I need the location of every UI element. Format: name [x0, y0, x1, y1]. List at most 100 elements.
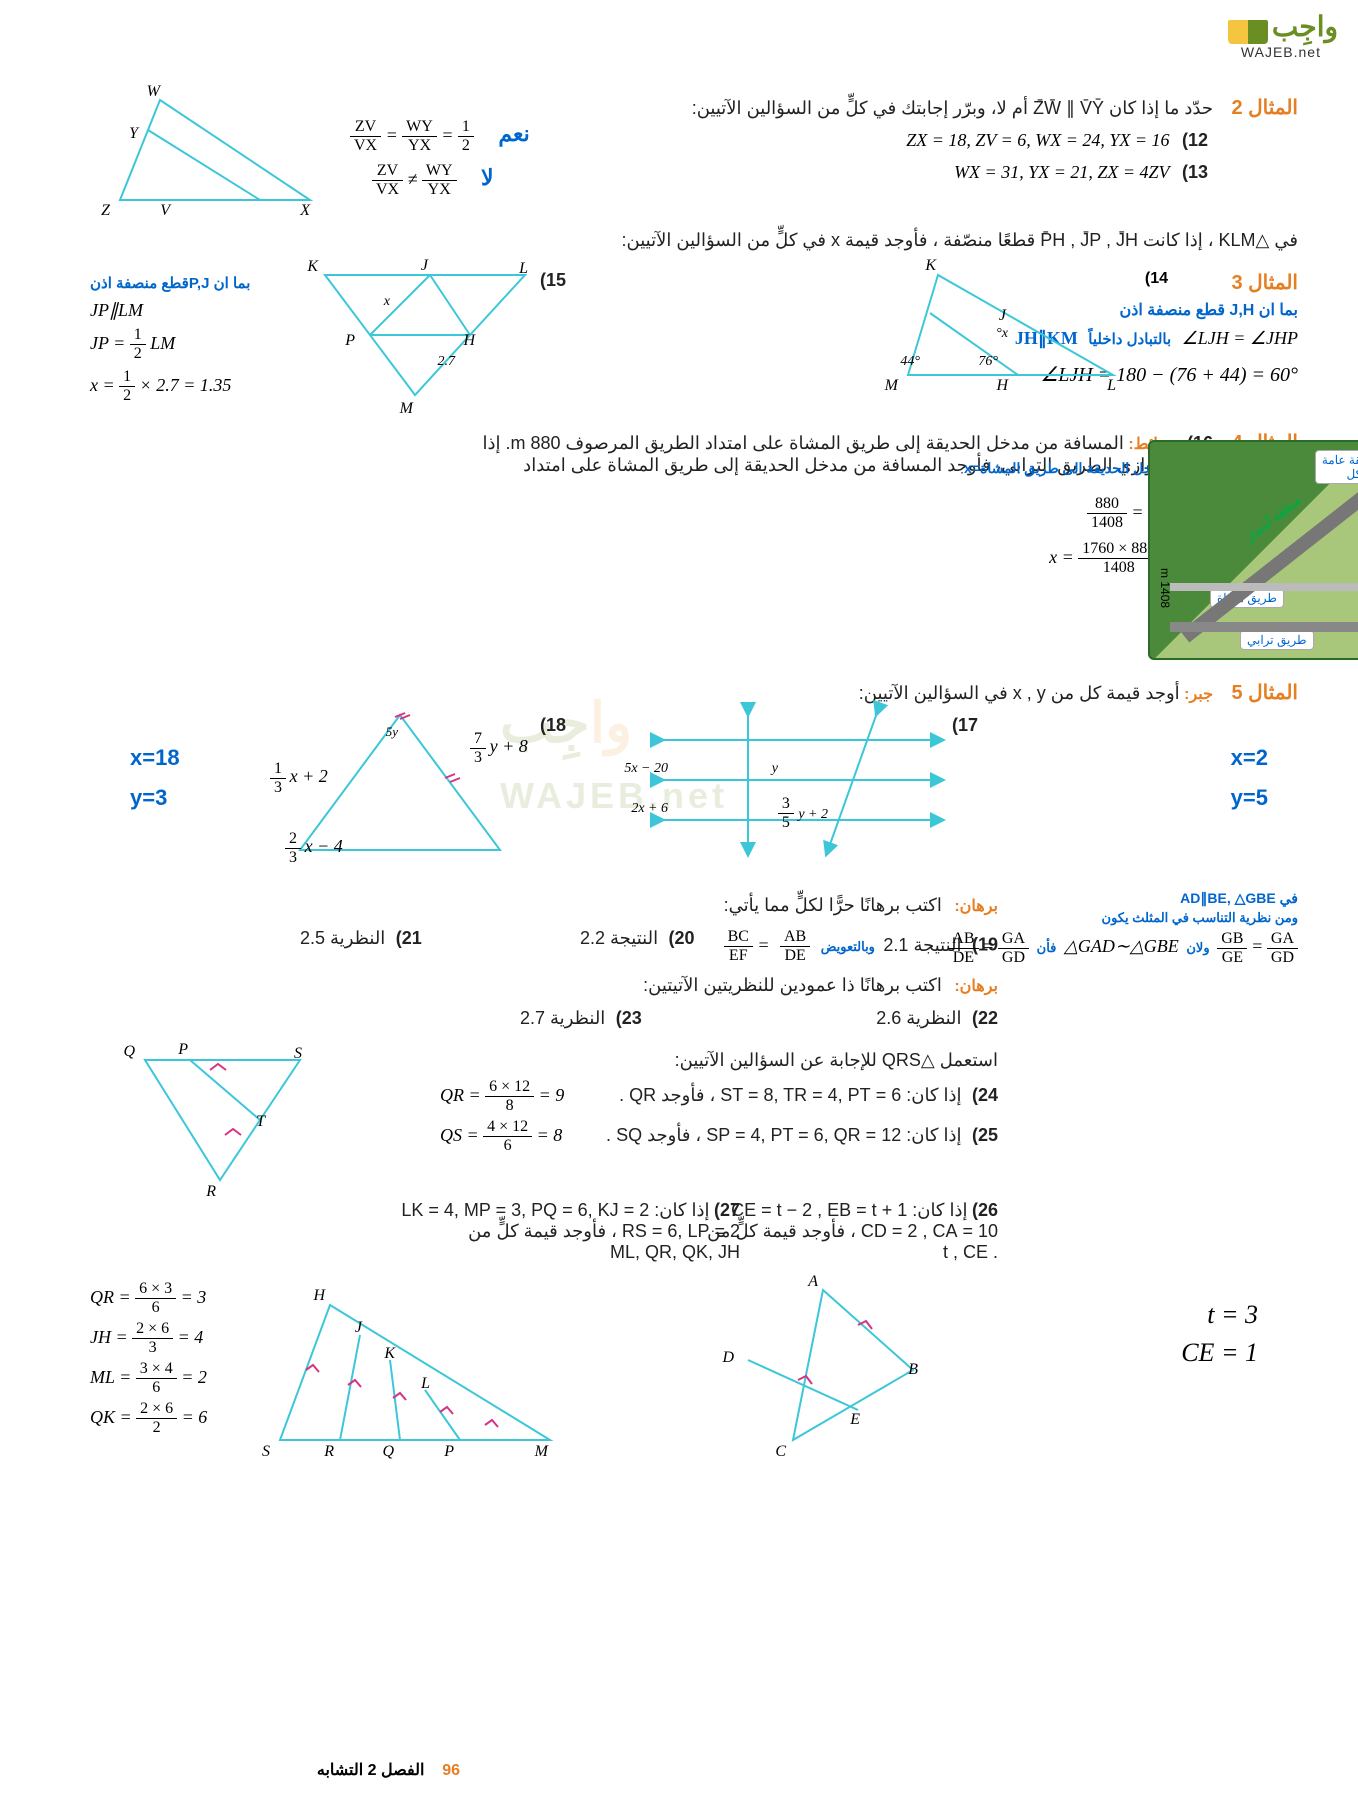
triangle-qrs: Q P S T R — [130, 1040, 330, 1190]
svg-text:J: J — [999, 307, 1007, 324]
svg-text:5y: 5y — [386, 724, 399, 739]
q19-sub: وبالتعويض — [821, 939, 875, 954]
q18-number: 18) — [540, 715, 566, 736]
svg-text:T: T — [256, 1113, 266, 1130]
q24-txt: إذا كان: 6 = ST = 8, TR = 4, PT ، فأوجد … — [619, 1085, 961, 1105]
q26-txt: إذا كان: 1 + CE = t − 2 , EB = t — [731, 1200, 967, 1220]
q17-number: 17) — [952, 715, 978, 736]
svg-text:Q: Q — [382, 1443, 394, 1460]
triangle-wzx: W Y Z V X — [110, 90, 330, 220]
svg-text:E: E — [849, 1411, 860, 1428]
proof1-side2: ومن نظرية التناسب في المثلث يكون — [1102, 910, 1298, 926]
svg-text:M: M — [399, 400, 415, 417]
svg-text:D: D — [721, 1349, 734, 1366]
example-2-prompt: حدّد ما إذا كان Z̄W̄ ∥ V̄Ȳ أم لا، وبرّر … — [692, 98, 1213, 118]
svg-text:Y: Y — [129, 125, 140, 142]
svg-text:M: M — [534, 1443, 550, 1460]
svg-text:K: K — [306, 258, 319, 275]
q20-num: 20) — [669, 928, 695, 948]
triangle-q26: A B C D E — [718, 1280, 928, 1460]
klm-prompt: في △KLM ، إذا كانت P̄H , J̄P , J̄H قطعًا… — [398, 230, 1298, 251]
qrs-prompt: استعمل △QRS للإجابة عن السؤالين الآتيين: — [675, 1050, 998, 1071]
q13-data: WX = 31, YX = 21, ZX = 4ZV — [954, 162, 1169, 183]
svg-text:J: J — [355, 1319, 363, 1336]
proof1-side1: في AD∥BE, △GBE — [1180, 890, 1298, 907]
svg-text:x°: x° — [996, 326, 1009, 341]
svg-text:L: L — [420, 1375, 430, 1392]
q27-txt: إذا كان: 2 = LK = 4, MP = 3, PQ = 6, KJ — [401, 1200, 709, 1220]
diagram-q17: 20 − 5x y 2x + 6 — [648, 700, 948, 860]
page-footer: 96 الفصل 2 التشابه — [60, 1760, 460, 1780]
svg-text:P: P — [344, 332, 355, 349]
q16-eq2l: x = — [1049, 547, 1074, 568]
page-number: 96 — [442, 1762, 460, 1779]
q24-num: 24) — [972, 1085, 998, 1105]
example-5-label: المثال 5 — [1231, 682, 1298, 704]
park-map: مدخل حديقة عامةمثلثية الشكل طريق مشاة طر… — [1148, 440, 1358, 660]
svg-text:C: C — [775, 1443, 786, 1460]
svg-text:Z: Z — [101, 202, 111, 219]
svg-text:A: A — [807, 1273, 818, 1290]
q14-line1-math: ∠LJH = ∠JHP — [1182, 328, 1298, 349]
q27-txt2: 2 = RS = 6, LP ، فأوجد قيمة كلٍّ من — [468, 1221, 740, 1241]
q20-txt: النتيجة 2.2 — [580, 928, 658, 948]
q26-txt3: . t , CE — [943, 1242, 998, 1262]
svg-text:B: B — [908, 1361, 918, 1378]
svg-text:R: R — [205, 1183, 216, 1200]
q27-num: 27) — [714, 1200, 740, 1220]
svg-text:L: L — [518, 260, 528, 277]
q15-number: 15) — [540, 270, 566, 291]
q23-num: 23) — [616, 1008, 642, 1028]
answer-yes: نعم — [498, 121, 529, 146]
q26-ans1: t = 3 — [1207, 1300, 1258, 1330]
svg-text:x: x — [383, 294, 391, 309]
eq-yes-frac2: WYYX — [402, 118, 437, 155]
q15-eq3l: x = — [90, 375, 115, 396]
q26-txt2: 10 = CD = 2 , CA ، فأوجد قيمة كلٍّ من — [707, 1221, 998, 1241]
svg-text:2.7: 2.7 — [438, 354, 457, 369]
q15-eq3r: × 2.7 = 1.35 — [140, 375, 232, 396]
svg-text:P: P — [443, 1443, 454, 1460]
svg-text:H: H — [312, 1287, 326, 1304]
q26-ans2: CE = 1 — [1181, 1338, 1258, 1368]
q12-number: 12) — [1182, 130, 1208, 150]
eq-no-frac2: WYYX — [422, 162, 457, 199]
q17-ans-y: y=5 — [1231, 785, 1268, 811]
svg-text:S: S — [294, 1045, 302, 1062]
svg-text:V: V — [160, 202, 172, 219]
svg-text:2x + 6: 2x + 6 — [631, 801, 668, 816]
svg-text:K: K — [383, 1345, 396, 1362]
q18-ans-x: x=18 — [130, 745, 180, 771]
q15-note: بما ان P,Jقطع منصفة اذن — [90, 274, 250, 292]
q27-txt3: ML, QR, QK, JH — [610, 1242, 740, 1262]
q21-txt: النظرية 2.5 — [300, 928, 385, 948]
logo-arabic: واجِب — [1272, 11, 1338, 42]
svg-text:H: H — [462, 332, 476, 349]
svg-text:J: J — [421, 257, 429, 274]
triangle-q27: H J K L S R Q P M — [270, 1290, 570, 1460]
triangle-q14: K J M H L 44° 76° x° — [898, 265, 1128, 395]
q22-txt: النظرية 2.6 — [876, 1008, 961, 1028]
svg-text:Q: Q — [123, 1043, 135, 1060]
svg-text:L: L — [1106, 377, 1116, 394]
svg-text:M: M — [884, 377, 900, 394]
proof2-prompt: اكتب برهانًا ذا عمودين للنظريتين الآتيتي… — [643, 975, 942, 995]
q14-number: 14) — [1145, 270, 1168, 288]
eq-yes-frac1: ZVVX — [350, 118, 381, 155]
q26-num: 26) — [972, 1200, 998, 1220]
q15-eq2r: LM — [150, 333, 175, 354]
ex5-kw: جبر: — [1184, 686, 1213, 703]
q23-txt: النظرية 2.7 — [520, 1008, 605, 1028]
eq-yes-frac3: 12 — [458, 118, 474, 155]
answer-no: لا — [481, 165, 494, 190]
svg-text:P: P — [177, 1041, 188, 1058]
svg-text:W: W — [147, 83, 162, 100]
q25-num: 25) — [972, 1125, 998, 1145]
wajeb-logo: واجِب WAJEB.net — [1224, 10, 1338, 60]
q17-ans-x: x=2 — [1231, 745, 1268, 771]
svg-text:X: X — [299, 202, 311, 219]
q14-note1: بما ان J,H قطع منصفة اذن — [1120, 300, 1298, 320]
proof1-prompt: اكتب برهانًا حرًّا لكلٍّ مما يأتي: — [724, 895, 942, 915]
triangle-q15: K J L P H M x 2.7 — [310, 265, 540, 415]
svg-text:R: R — [323, 1443, 334, 1460]
